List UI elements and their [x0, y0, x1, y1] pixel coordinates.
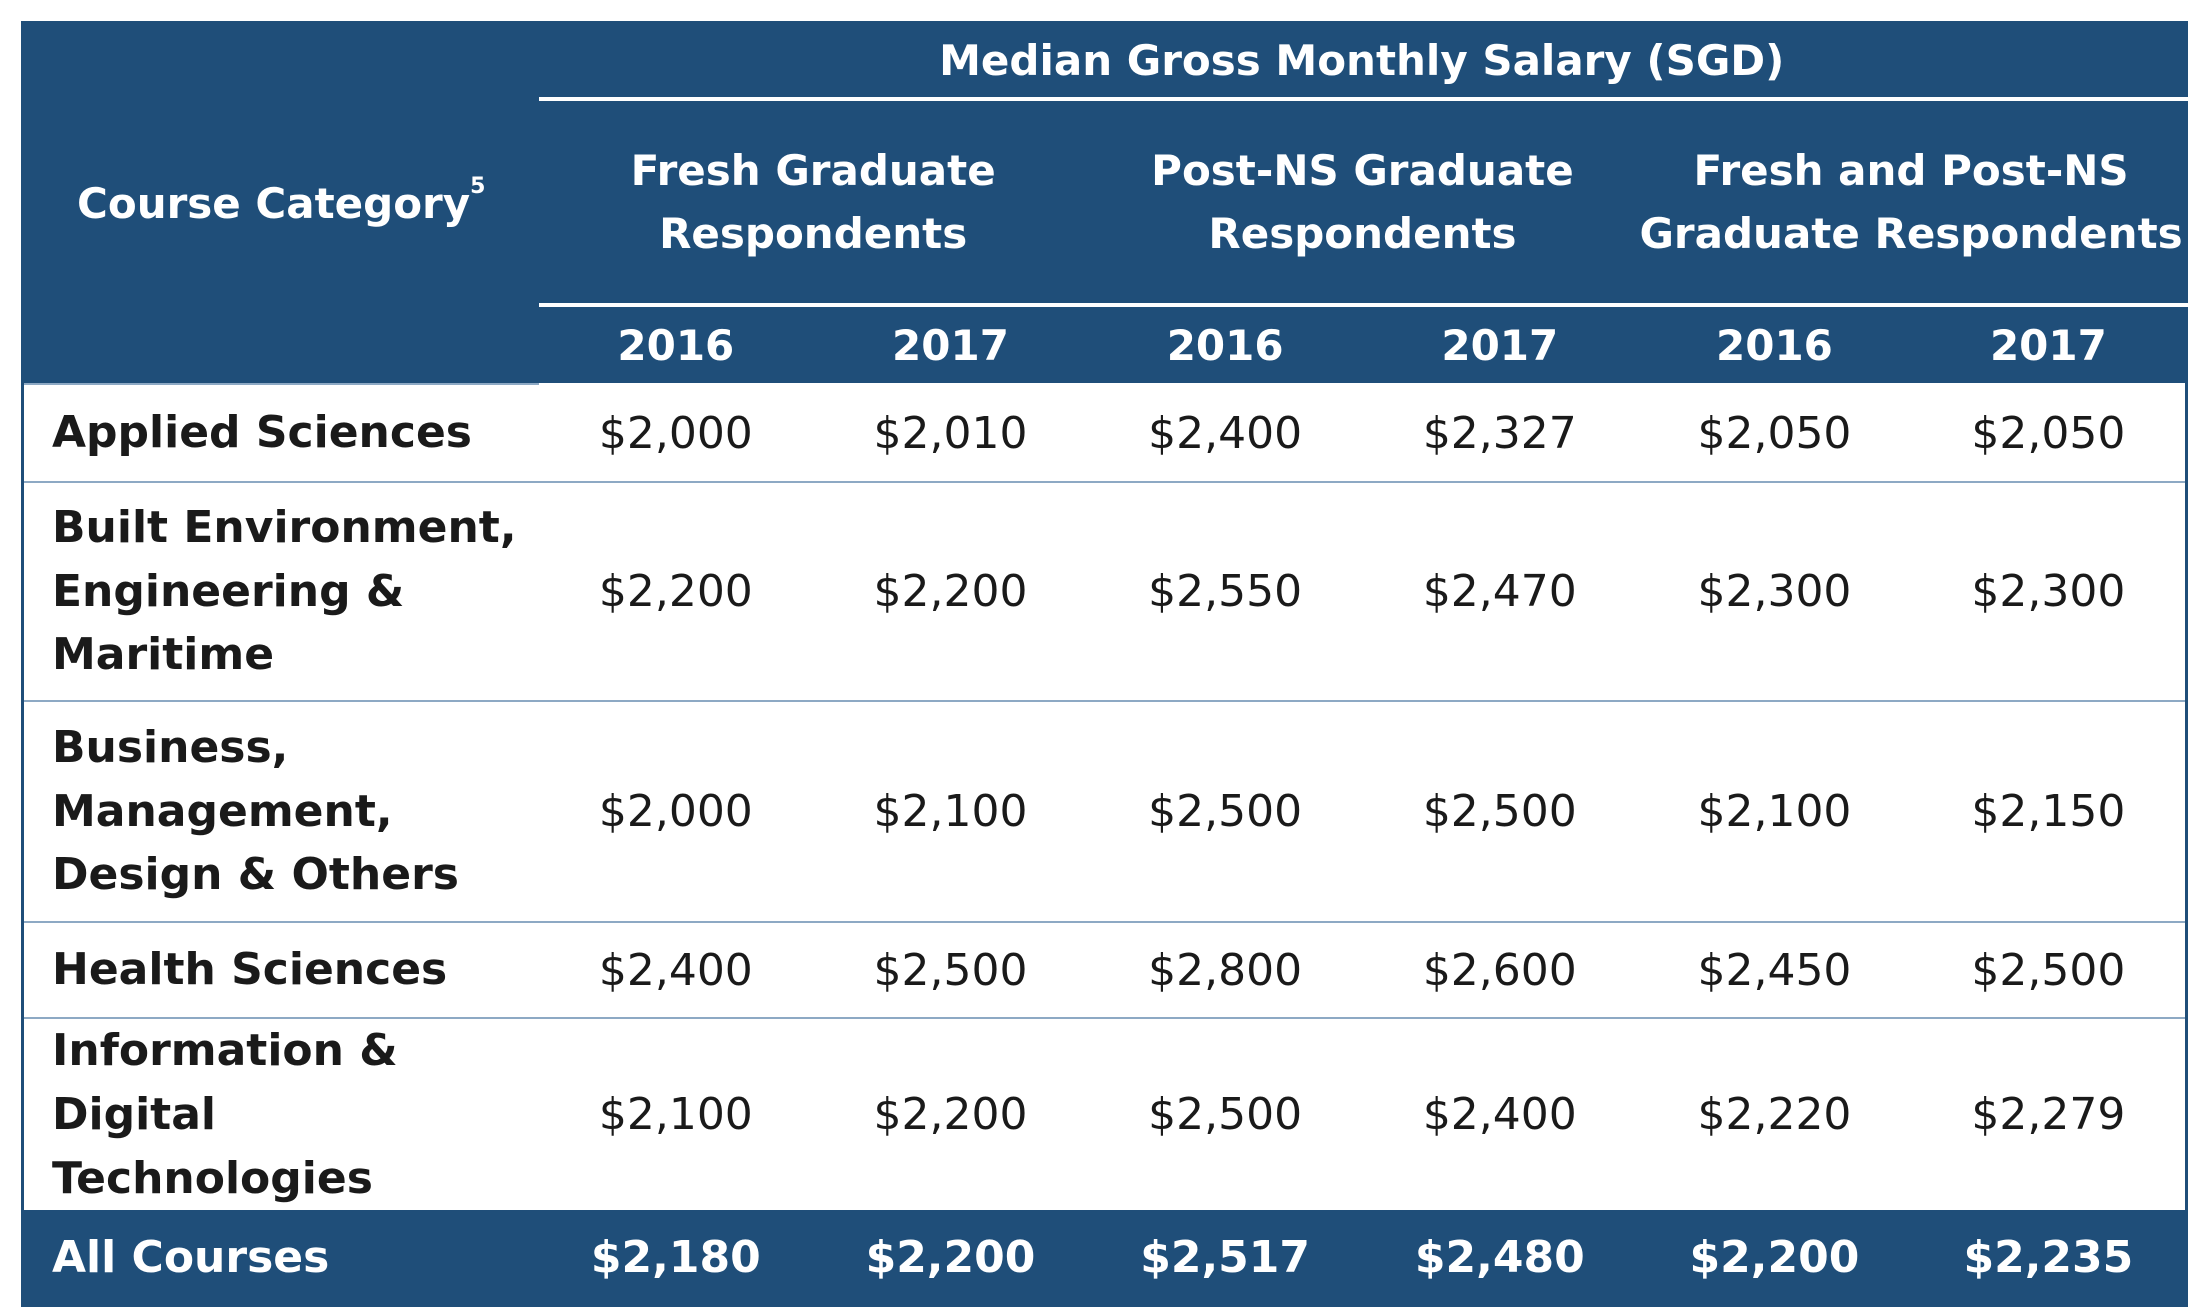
total-cell: $2,200: [1637, 1210, 1912, 1306]
salary-cell: $2,100: [813, 700, 1088, 922]
total-cell: $2,200: [813, 1210, 1088, 1306]
course-category-label: Course Category: [77, 179, 471, 228]
table-footer: All Courses $2,180 $2,200 $2,517 $2,480 …: [22, 1210, 2187, 1306]
table-row: Business, Management, Design & Others $2…: [22, 700, 2187, 922]
salary-cell: $2,279: [1911, 1016, 2187, 1211]
total-category: All Courses: [22, 1210, 539, 1306]
salary-cell: $2,300: [1911, 481, 2187, 701]
footnote-marker: 5: [470, 174, 486, 199]
salary-cell: $2,050: [1911, 383, 2187, 482]
year-header: 2016: [1087, 305, 1363, 385]
salary-cell: $2,450: [1637, 921, 1912, 1018]
group-header-post-ns: Post-NS Graduate Respondents: [1087, 99, 1638, 307]
salary-cell: $2,200: [538, 481, 814, 701]
salary-cell: $2,327: [1362, 383, 1638, 482]
table-row: Applied Sciences $2,000 $2,010 $2,400 $2…: [22, 383, 2187, 482]
year-header: 2016: [538, 305, 814, 385]
total-cell: $2,235: [1911, 1210, 2187, 1306]
group-header-fresh: Fresh Graduate Respondents: [538, 99, 1088, 307]
row-category: Built Environment, Engineering & Maritim…: [22, 481, 539, 701]
total-cell: $2,480: [1362, 1210, 1638, 1306]
salary-cell: $2,500: [1087, 1016, 1363, 1211]
table-row: Information & Digital Technologies $2,10…: [22, 1016, 2187, 1211]
salary-cell: $2,500: [813, 921, 1088, 1018]
salary-table: Course Category5 Median Gross Monthly Sa…: [21, 21, 2188, 1307]
salary-cell: $2,500: [1087, 700, 1363, 922]
total-cell: $2,517: [1087, 1210, 1363, 1306]
salary-cell: $2,600: [1362, 921, 1638, 1018]
salary-cell: $2,000: [538, 383, 814, 482]
salary-cell: $2,220: [1637, 1016, 1912, 1211]
salary-cell: $2,200: [813, 1016, 1088, 1211]
table-header: Course Category5 Median Gross Monthly Sa…: [22, 22, 2187, 385]
year-header: 2017: [1362, 305, 1638, 385]
main-title-header: Median Gross Monthly Salary (SGD): [538, 22, 2187, 101]
group-header-combined: Fresh and Post-NS Graduate Respondents: [1637, 99, 2187, 307]
salary-cell: $2,550: [1087, 481, 1363, 701]
salary-cell: $2,200: [813, 481, 1088, 701]
salary-cell: $2,100: [1637, 700, 1912, 922]
salary-cell: $2,400: [538, 921, 814, 1018]
salary-cell: $2,470: [1362, 481, 1638, 701]
row-category: Applied Sciences: [22, 383, 539, 482]
row-category: Information & Digital Technologies: [22, 1016, 539, 1211]
salary-cell: $2,150: [1911, 700, 2187, 922]
table-body: Applied Sciences $2,000 $2,010 $2,400 $2…: [22, 383, 2187, 1211]
total-row: All Courses $2,180 $2,200 $2,517 $2,480 …: [22, 1210, 2187, 1306]
row-category: Business, Management, Design & Others: [22, 700, 539, 922]
salary-cell: $2,400: [1087, 383, 1363, 482]
salary-cell: $2,100: [538, 1016, 814, 1211]
salary-cell: $2,010: [813, 383, 1088, 482]
row-category: Health Sciences: [22, 921, 539, 1018]
salary-cell: $2,050: [1637, 383, 1912, 482]
salary-cell: $2,500: [1362, 700, 1638, 922]
salary-cell: $2,000: [538, 700, 814, 922]
salary-cell: $2,400: [1362, 1016, 1638, 1211]
table-row: Health Sciences $2,400 $2,500 $2,800 $2,…: [22, 921, 2187, 1018]
salary-cell: $2,800: [1087, 921, 1363, 1018]
year-header: 2016: [1637, 305, 1912, 385]
table-row: Built Environment, Engineering & Maritim…: [22, 481, 2187, 701]
salary-cell: $2,300: [1637, 481, 1912, 701]
course-category-header: Course Category5: [22, 22, 539, 384]
year-header: 2017: [813, 305, 1088, 385]
total-cell: $2,180: [538, 1210, 814, 1306]
year-header: 2017: [1911, 305, 2187, 385]
salary-table-container: Course Category5 Median Gross Monthly Sa…: [21, 21, 2188, 1307]
salary-cell: $2,500: [1911, 921, 2187, 1018]
